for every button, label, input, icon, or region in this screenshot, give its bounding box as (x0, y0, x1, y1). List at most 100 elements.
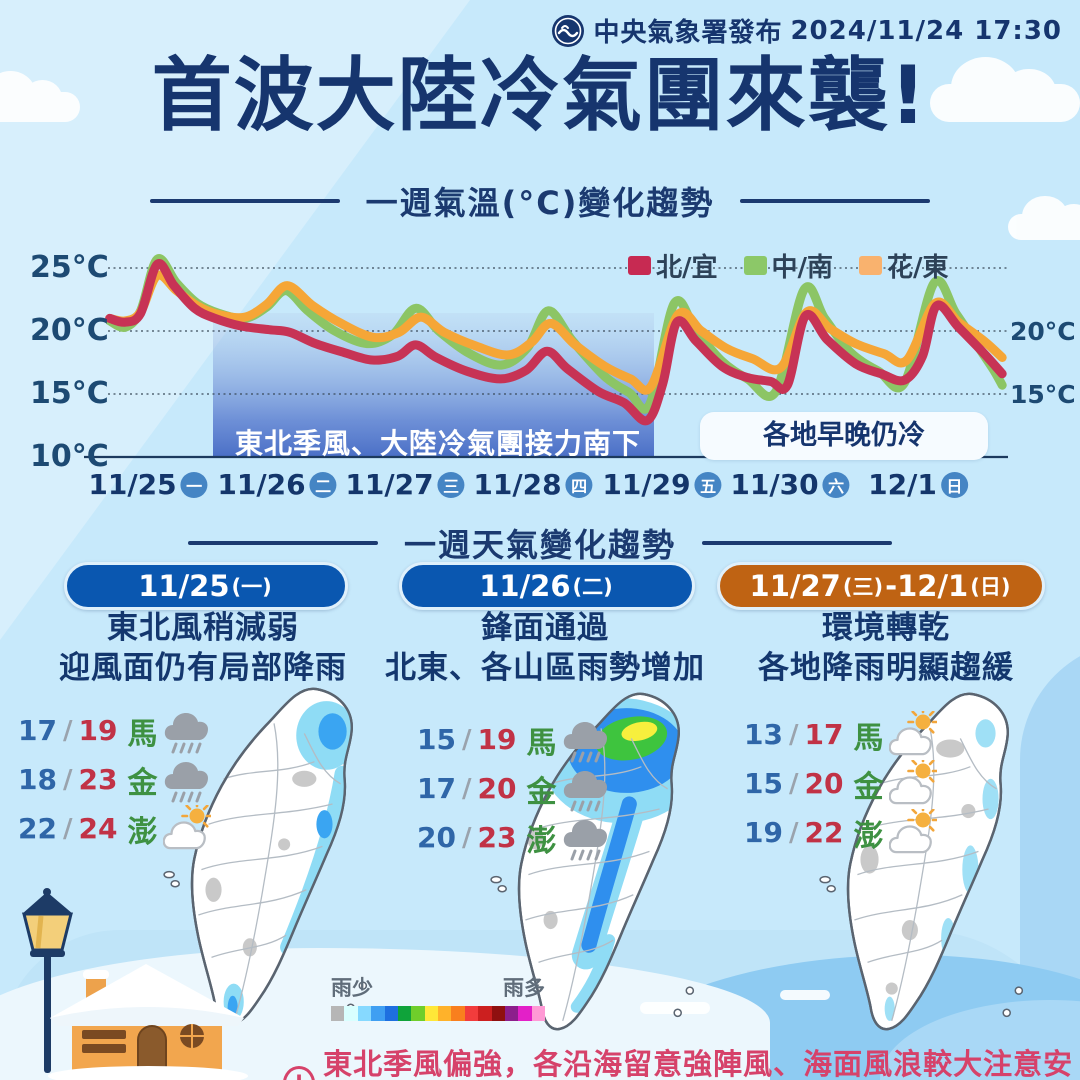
rain-scale-step (331, 1006, 345, 1021)
date-pill-1126: 11/26 (二) (399, 562, 695, 610)
chart-legend: 北/宜 中/南 花/東 (628, 247, 949, 284)
high-temp: 19 (477, 723, 517, 756)
high-temp: 23 (78, 763, 118, 796)
high-temp: 20 (477, 772, 517, 805)
cloud (930, 57, 1080, 122)
high-temp: 17 (804, 718, 844, 751)
date-text: 11/27 (345, 468, 434, 501)
sun-cloud-icon (889, 803, 940, 857)
warning-text: 東北季風偏強，各沿海留意強陣風、海面風浪較大注意安全。 (323, 1047, 1074, 1080)
temp-separator: / (62, 813, 73, 844)
temp-section-header: 一週氣溫(°C)變化趨勢 (0, 178, 1080, 224)
desc-line: 環境轉乾 (822, 610, 950, 646)
legend-swatch-central-south (743, 256, 767, 275)
rain-scale-step (357, 1006, 372, 1021)
high-temp: 19 (78, 714, 118, 747)
island-row-matsu: 15/19 馬 (417, 715, 610, 764)
x-label: 11/29 五 (602, 468, 722, 501)
high-temp: 24 (78, 812, 118, 845)
date-text: 11/29 (602, 468, 691, 501)
offshore-islets (490, 875, 695, 1018)
x-label: 11/28 四 (473, 468, 593, 501)
outlying-islands-1: 17/19 馬 18/23 金 22/24 澎 (18, 706, 214, 853)
pill-weekday: (二) (572, 575, 613, 599)
y-tick-25: 25°C (30, 250, 109, 285)
rain-scale-step (424, 1006, 438, 1021)
cloud (1008, 195, 1080, 240)
rain-scale-step (371, 1006, 385, 1021)
temp-separator: / (788, 817, 799, 848)
sun-cloud-icon (889, 705, 940, 759)
rain-scale-step (478, 1006, 492, 1021)
sun-cloud-icon (889, 754, 940, 808)
island-row-penghu: 20/23 澎 (417, 813, 610, 862)
low-temp: 15 (417, 723, 456, 756)
weekday-badge: 一 (180, 471, 208, 498)
rain-more-label: 雨多 (503, 976, 545, 1000)
cwa-logo-icon (552, 14, 585, 47)
agency-name: 中央氣象署發布 (593, 18, 783, 48)
temp-separator: / (461, 773, 472, 804)
date-text: 12/1 (868, 468, 937, 501)
weather-section-header: 一週天氣變化趨勢 (0, 520, 1080, 566)
rain-scale-step (491, 1006, 505, 1021)
rain-scale-step (411, 1006, 425, 1021)
x-label: 11/30 六 (730, 468, 850, 501)
weekday-badge: 四 (565, 471, 593, 498)
still-cold-annotation: 各地早晚仍冷 (700, 412, 988, 460)
x-label: 11/25 一 (88, 468, 208, 501)
rain-scale-step (397, 1006, 412, 1021)
divider (702, 541, 892, 545)
rain-scale-step (344, 1006, 358, 1021)
divider (187, 541, 378, 545)
date-text: 11/30 (730, 468, 819, 501)
temp-separator: / (461, 822, 472, 853)
pill-date: -12/1 (885, 569, 969, 603)
low-temp: 17 (417, 772, 456, 805)
snow-patch (780, 990, 830, 1000)
desc-line: 迎風面仍有局部降雨 (59, 650, 347, 686)
rain-cloud-icon (562, 716, 610, 764)
date-text: 11/28 (473, 468, 562, 501)
y-tick-right-20: 20°C (1010, 317, 1076, 346)
weekday-badge: 五 (694, 471, 722, 498)
pill-date: 11/27 (749, 569, 841, 603)
temp-section-title: 一週氣溫(°C)變化趨勢 (365, 184, 715, 222)
offshore-islets (819, 875, 1024, 1018)
legend-item-central-south: 中/南 (743, 247, 833, 284)
cloud (0, 71, 80, 122)
sun-cloud-icon (163, 799, 214, 853)
taiwan-rain-map-1127-1201 (819, 692, 1024, 1031)
date-text: 11/26 (217, 468, 306, 501)
weekday-badge: 日 (940, 471, 968, 498)
forecast-desc-2: 鋒面通過 北東、各山區雨勢增加 (380, 608, 710, 688)
pill-date: 11/26 (479, 569, 571, 603)
rain-cloud-icon (562, 814, 610, 862)
legend-label-east: 花/東 (887, 253, 949, 283)
forecast-desc-1: 東北風稍減弱 迎風面仍有局部降雨 (8, 608, 398, 688)
street-lamp-illustration (22, 888, 73, 1073)
island-row-matsu: 17/19 馬 (18, 706, 211, 755)
desc-line: 鋒面通過 (481, 610, 609, 646)
outlying-islands-3: 13/17 馬 15/20 金 19/22 澎 (744, 705, 940, 857)
outlying-islands-2: 15/19 馬 17/20 金 20/23 澎 (417, 715, 610, 862)
publish-header: 中央氣象署發布 2024/11/24 17:30 (551, 12, 1062, 49)
date-pill-1125: 11/25 (一) (64, 562, 348, 610)
x-label: 11/26 二 (217, 468, 337, 501)
rain-cloud-icon (163, 756, 211, 804)
legend-label-north: 北/宜 (656, 253, 718, 283)
forecast-desc-3: 環境轉乾 各地降雨明顯趨緩 (706, 608, 1066, 688)
rain-scale-step (518, 1006, 532, 1021)
temp-separator: / (788, 719, 799, 750)
rain-scale-step (531, 1006, 545, 1021)
desc-line: 東北風稍減弱 (107, 610, 299, 646)
island-row-kinmen: 18/23 金 (18, 755, 211, 804)
rain-scale-step (384, 1006, 398, 1021)
high-temp: 20 (804, 767, 844, 800)
high-temp: 23 (477, 821, 517, 854)
island-row-matsu: 13/17 馬 (744, 705, 940, 759)
date-text: 11/25 (88, 468, 177, 501)
legend-item-north: 北/宜 (628, 247, 718, 284)
desc-line: 北東、各山區雨勢增加 (385, 650, 705, 686)
